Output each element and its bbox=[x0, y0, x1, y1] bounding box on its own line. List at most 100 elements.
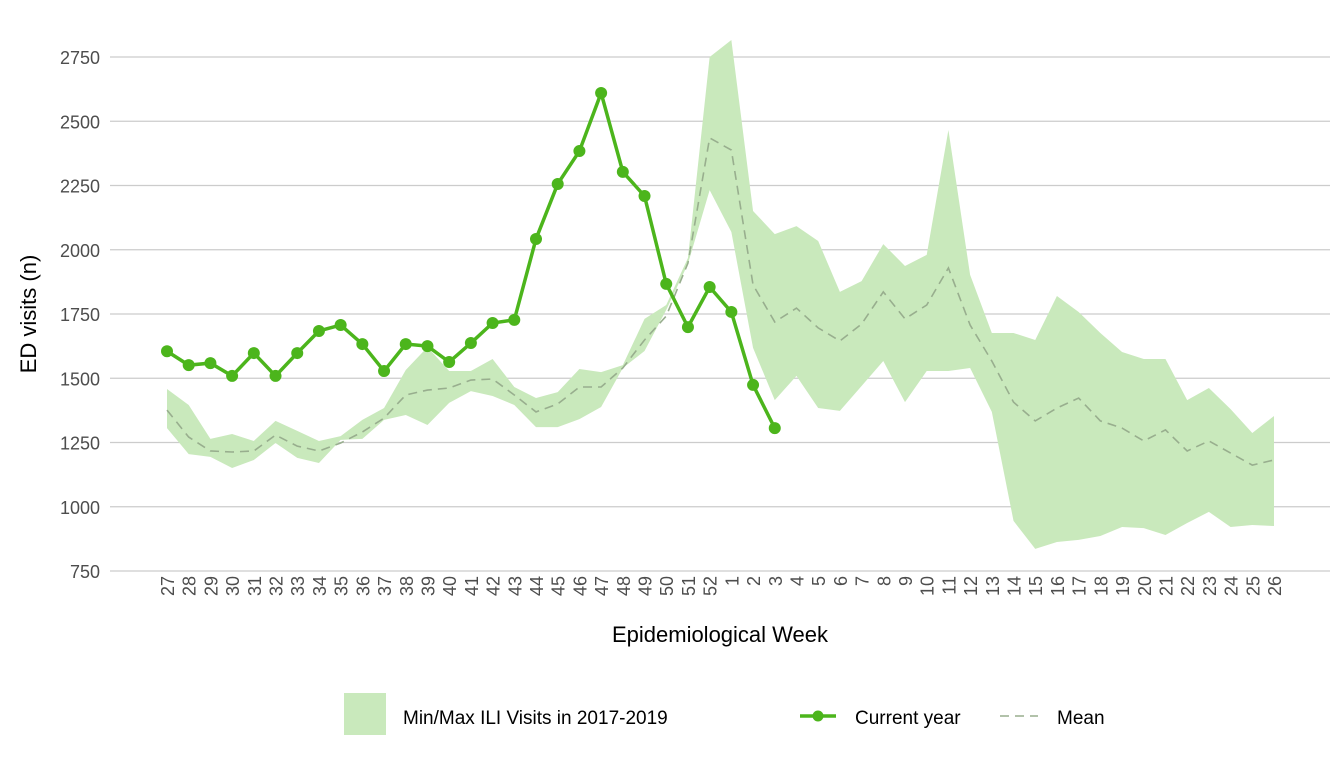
current-year-point bbox=[291, 347, 304, 360]
x-tick-label: 50 bbox=[657, 576, 677, 596]
x-tick-label: 22 bbox=[1178, 576, 1198, 596]
legend: Min/Max ILI Visits in 2017-2019 Current … bbox=[344, 693, 1105, 735]
current-year-point bbox=[508, 313, 521, 326]
current-year-point bbox=[464, 337, 477, 350]
y-tick-label: 2750 bbox=[60, 48, 100, 68]
x-tick-label: 17 bbox=[1070, 576, 1090, 596]
x-tick-label: 38 bbox=[397, 576, 417, 596]
legend-band-label: Min/Max ILI Visits in 2017-2019 bbox=[403, 708, 668, 729]
x-tick-label: 23 bbox=[1200, 576, 1220, 596]
legend-band-swatch bbox=[344, 693, 386, 735]
current-year-point bbox=[443, 356, 456, 369]
current-year-point bbox=[747, 378, 760, 391]
min-max-band bbox=[167, 40, 1274, 549]
x-tick-label: 32 bbox=[267, 576, 287, 596]
x-tick-label: 26 bbox=[1265, 576, 1285, 596]
x-tick-label: 31 bbox=[245, 576, 265, 596]
x-tick-label: 6 bbox=[831, 576, 851, 586]
x-tick-label: 14 bbox=[1005, 576, 1025, 596]
x-tick-label: 13 bbox=[983, 576, 1003, 596]
current-year-point bbox=[161, 345, 173, 358]
current-year-point bbox=[399, 338, 412, 351]
x-tick-label: 39 bbox=[418, 576, 438, 596]
x-tick-label: 16 bbox=[1048, 576, 1068, 596]
x-tick-label: 44 bbox=[527, 576, 547, 596]
current-year-point bbox=[486, 316, 499, 329]
x-tick-label: 37 bbox=[375, 576, 395, 596]
x-tick-label: 15 bbox=[1026, 576, 1046, 596]
mean-line bbox=[166, 136, 1275, 466]
current-year-point bbox=[312, 324, 325, 337]
x-tick-label: 40 bbox=[440, 576, 460, 596]
x-tick-label: 1 bbox=[722, 576, 742, 586]
x-tick-label: 43 bbox=[505, 576, 525, 596]
x-tick-labels: 27 28 29 30 31 32 33 34 35 36 37 38 39 40 41 42 43 44 45 46… bbox=[158, 576, 1285, 596]
current-year-point bbox=[768, 422, 781, 435]
x-tick-label: 47 bbox=[592, 576, 612, 596]
legend-mean-label: Mean bbox=[1057, 708, 1105, 729]
x-tick-label: 48 bbox=[614, 576, 634, 596]
x-tick-label: 34 bbox=[310, 576, 330, 596]
current-year-points bbox=[161, 86, 781, 435]
x-tick-label: 36 bbox=[353, 576, 373, 596]
x-tick-label: 11 bbox=[939, 576, 959, 595]
x-tick-label: 27 bbox=[158, 576, 178, 596]
x-tick-label: 33 bbox=[288, 576, 308, 596]
y-tick-label: 2250 bbox=[60, 177, 100, 197]
current-year-point bbox=[681, 321, 694, 334]
current-year-point bbox=[421, 340, 434, 353]
current-year-point bbox=[573, 145, 586, 158]
y-tick-labels: 750 1000 1250 1500 1750 2000 2250 2500 2750 bbox=[60, 48, 100, 582]
x-tick-label: 49 bbox=[636, 576, 656, 596]
x-tick-label: 2 bbox=[744, 576, 764, 586]
current-year-point bbox=[660, 277, 673, 290]
x-tick-label: 24 bbox=[1222, 576, 1242, 596]
current-year-point bbox=[378, 365, 391, 378]
y-tick-label: 1250 bbox=[60, 434, 100, 454]
x-tick-label: 28 bbox=[180, 576, 200, 596]
y-tick-label: 1750 bbox=[60, 305, 100, 325]
current-year-point bbox=[703, 281, 716, 294]
x-tick-label: 25 bbox=[1243, 576, 1263, 596]
x-tick-label: 3 bbox=[766, 576, 786, 586]
x-tick-label: 8 bbox=[874, 576, 894, 586]
current-year-point bbox=[226, 369, 239, 382]
y-tick-label: 1500 bbox=[60, 369, 100, 389]
y-tick-label: 750 bbox=[70, 562, 100, 582]
x-tick-label: 29 bbox=[201, 576, 221, 596]
legend-current-marker bbox=[812, 710, 824, 722]
x-tick-label: 35 bbox=[332, 576, 352, 596]
current-year-point bbox=[638, 190, 651, 203]
current-year-point bbox=[725, 305, 738, 318]
current-year-point bbox=[595, 86, 608, 99]
x-tick-label: 18 bbox=[1091, 576, 1111, 596]
x-tick-label: 51 bbox=[679, 576, 699, 596]
current-year-point bbox=[356, 338, 369, 351]
y-tick-label: 1000 bbox=[60, 498, 100, 518]
x-axis-label: Epidemiological Week bbox=[612, 622, 829, 647]
current-year-point bbox=[530, 232, 542, 245]
y-tick-label: 2500 bbox=[60, 112, 100, 132]
x-tick-label: 9 bbox=[896, 576, 916, 586]
current-year-point bbox=[269, 369, 282, 382]
x-tick-label: 21 bbox=[1156, 576, 1176, 596]
x-tick-label: 46 bbox=[570, 576, 590, 596]
current-year-point bbox=[182, 359, 195, 372]
x-tick-label: 10 bbox=[918, 576, 938, 596]
x-tick-label: 41 bbox=[462, 576, 482, 596]
x-tick-label: 12 bbox=[961, 576, 981, 596]
current-year-point bbox=[247, 347, 260, 360]
x-tick-label: 42 bbox=[484, 576, 504, 596]
x-tick-label: 30 bbox=[223, 576, 243, 596]
legend-current-label: Current year bbox=[855, 708, 961, 729]
y-tick-label: 2000 bbox=[60, 241, 100, 261]
x-tick-label: 45 bbox=[549, 576, 569, 596]
current-year-point bbox=[204, 357, 217, 370]
x-tick-label: 7 bbox=[853, 576, 873, 586]
x-tick-label: 4 bbox=[787, 576, 807, 586]
x-tick-label: 19 bbox=[1113, 576, 1133, 596]
x-tick-label: 52 bbox=[701, 576, 721, 596]
x-tick-label: 5 bbox=[809, 576, 829, 586]
x-tick-label: 20 bbox=[1135, 576, 1155, 596]
